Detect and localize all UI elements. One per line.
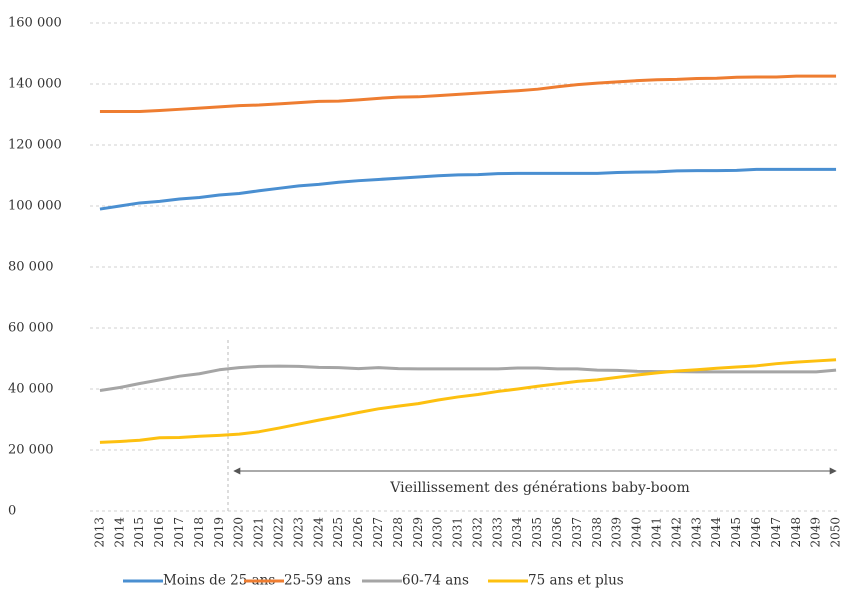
x-tick-label: 2040 <box>630 517 644 548</box>
x-tick-label: 2034 <box>510 517 524 548</box>
series-line <box>99 358 837 444</box>
x-tick-label: 2023 <box>291 517 305 548</box>
y-tick-label: 80 000 <box>8 260 54 275</box>
series-line <box>99 364 837 393</box>
x-tick-label: 2016 <box>152 517 166 548</box>
x-tick-label: 2026 <box>351 517 365 548</box>
y-tick-label: 140 000 <box>8 77 62 92</box>
x-tick-label: 2048 <box>789 517 803 548</box>
annotation: Vieillissement des générations baby-boom <box>389 480 690 496</box>
y-tick-label: 120 000 <box>8 138 62 153</box>
y-tick-label: 160 000 <box>8 16 62 31</box>
x-tick-label: 2035 <box>530 517 544 548</box>
legend-label: 25-59 ans <box>284 573 351 589</box>
x-tick-label: 2050 <box>829 517 843 548</box>
x-tick-label: 2019 <box>212 517 226 548</box>
legend-label: 60-74 ans <box>402 573 469 589</box>
x-tick-label: 2018 <box>192 517 206 548</box>
x-tick-label: 2036 <box>550 517 564 548</box>
x-tick-label: 2037 <box>570 517 584 548</box>
series-line <box>99 74 837 113</box>
x-tick-label: 2043 <box>689 517 703 548</box>
series-line <box>99 167 837 211</box>
y-tick-label: 100 000 <box>8 199 62 214</box>
x-tick-label: 2049 <box>809 517 823 548</box>
x-tick-label: 2029 <box>411 517 425 548</box>
x-tick-label: 2047 <box>769 517 783 548</box>
x-tick-label: 2041 <box>650 517 664 548</box>
x-tick-label: 2046 <box>749 517 763 548</box>
legend-label: 75 ans et plus <box>528 573 624 589</box>
x-tick-label: 2025 <box>331 517 345 548</box>
x-tick-label: 2024 <box>311 517 325 548</box>
x-tick-label: 2014 <box>112 517 126 548</box>
x-tick-label: 2031 <box>451 517 465 548</box>
x-tick-label: 2044 <box>709 517 723 548</box>
y-tick-label: 40 000 <box>8 382 54 397</box>
x-tick-label: 2038 <box>590 517 604 548</box>
x-tick-label: 2017 <box>172 517 186 548</box>
x-tick-label: 2020 <box>232 517 246 548</box>
x-tick-label: 2039 <box>610 517 624 548</box>
x-tick-label: 2033 <box>490 517 504 548</box>
y-tick-label: 0 <box>8 504 16 519</box>
x-tick-label: 2028 <box>391 517 405 548</box>
legend-label: Moins de 25 ans <box>163 573 275 589</box>
x-tick-label: 2021 <box>252 517 266 548</box>
y-tick-label: 20 000 <box>8 443 54 458</box>
x-tick-label: 2032 <box>470 517 484 548</box>
x-tick-label: 2015 <box>132 517 146 548</box>
x-tick-label: 2030 <box>431 517 445 548</box>
x-tick-label: 2027 <box>371 517 385 548</box>
x-tick-label: 2022 <box>272 517 286 548</box>
x-tick-label: 2042 <box>669 517 683 548</box>
x-tick-label: 2045 <box>729 517 743 548</box>
y-tick-label: 60 000 <box>8 321 54 336</box>
x-tick-label: 2013 <box>92 517 106 548</box>
